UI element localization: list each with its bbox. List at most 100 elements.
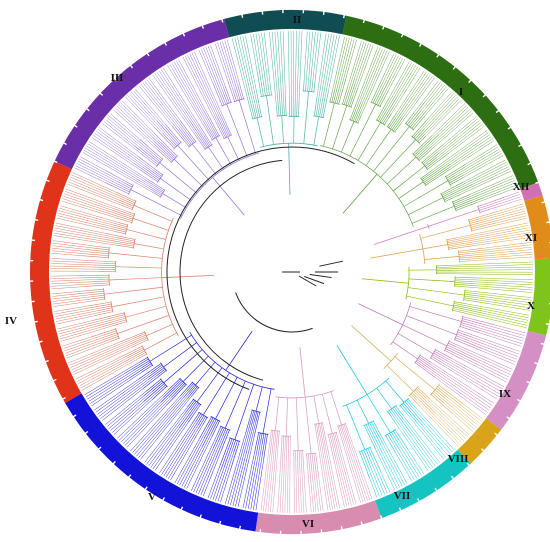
ring-tick (201, 25, 205, 29)
clade-band-VIII (457, 418, 502, 464)
clade-band-XII (520, 182, 543, 201)
ring-tick (450, 475, 455, 480)
clade-branches-VII (336, 345, 455, 498)
ring-tick (52, 378, 57, 382)
ring-tick (114, 77, 118, 82)
ring-tick (218, 520, 222, 525)
backbone-stub (304, 275, 325, 285)
clade-branches-V (84, 330, 275, 511)
ring-tick (540, 342, 545, 346)
ring-tick (129, 64, 134, 69)
ring-tick (482, 94, 487, 98)
ring-tick (507, 126, 512, 130)
ring-tick (45, 179, 50, 182)
clade-label-IX: IX (499, 388, 511, 400)
backbone-arc-outer (166, 146, 355, 390)
clade-band-X (527, 258, 550, 336)
clade-branches-III (74, 39, 260, 219)
ring-tick (38, 340, 43, 343)
ring-tick (360, 521, 363, 526)
clade-branches-VI (260, 347, 373, 513)
ring-tick (480, 448, 485, 452)
clade-branches-VIII (351, 325, 484, 447)
ring-tick (416, 498, 420, 502)
ring-tick (418, 43, 422, 47)
ring-tick (382, 25, 385, 30)
ring-tick (72, 414, 77, 418)
tree-branches (51, 31, 534, 513)
ring-tick (535, 181, 539, 185)
clade-label-II: II (293, 14, 302, 26)
clade-band-III (54, 18, 230, 170)
ring-tick (45, 359, 49, 363)
backbone-arc-mid (179, 159, 283, 381)
ring-tick (434, 487, 438, 492)
ring-tick (541, 201, 546, 204)
backbone-arc-inner (235, 292, 313, 333)
ring-tick (84, 430, 89, 435)
ring-tick (221, 18, 224, 23)
ring-tick (546, 221, 550, 224)
clade-band-I (342, 15, 539, 189)
ring-tick (494, 432, 498, 436)
ring-tick (164, 42, 168, 46)
ring-tick (398, 507, 402, 512)
ring-tick (112, 460, 116, 465)
clade-label-XI: XI (525, 232, 537, 244)
clade-label-I: I (459, 86, 463, 98)
clade-branches-X (361, 261, 534, 329)
ring-tick (97, 446, 102, 450)
ring-tick (238, 525, 242, 530)
clade-label-XII: XII (513, 181, 530, 193)
clade-band-II (224, 10, 347, 38)
clade-branches-IV (51, 172, 214, 391)
ring-tick (146, 52, 150, 57)
ring-tick (466, 462, 470, 467)
clade-band-IV (29, 161, 82, 403)
ring-tick (73, 124, 78, 128)
clade-band-IX (486, 330, 547, 430)
ring-tick (34, 320, 38, 323)
clade-label-V: V (148, 491, 156, 503)
clade-branches-XI (370, 203, 533, 264)
ring-tick (34, 218, 39, 222)
ring-tick (199, 514, 202, 519)
ring-tick (86, 108, 90, 112)
ring-tick (162, 497, 166, 501)
ring-tick (99, 92, 104, 96)
ring-tick (63, 142, 67, 146)
clade-label-VIII: VIII (448, 453, 469, 465)
clade-branches-XII (373, 191, 522, 246)
ring-tick (517, 398, 521, 402)
backbone-stub (309, 274, 332, 279)
ring-tick (144, 486, 148, 491)
ring-tick (53, 160, 58, 164)
ring-tick (62, 396, 66, 400)
ring-tick (342, 14, 346, 19)
clade-label-VI: VI (302, 518, 314, 530)
clade-band-XI (524, 195, 550, 260)
ring-tick (180, 506, 184, 511)
ring-tick (534, 362, 539, 365)
ring-tick (400, 33, 404, 38)
tree-trunk (166, 146, 355, 390)
ring-tick (436, 53, 440, 58)
clade-label-VII: VII (394, 490, 411, 502)
clade-ring (29, 9, 550, 535)
ring-tick (241, 14, 244, 18)
ring-tick (128, 474, 132, 478)
backbone-stub (298, 275, 317, 287)
ring-tick (340, 526, 343, 530)
backbone-stub (319, 260, 343, 267)
ring-tick (495, 109, 500, 114)
ring-tick (545, 322, 550, 326)
clade-branches-I (319, 36, 518, 227)
clade-branches-II (231, 31, 340, 195)
ring-tick (379, 515, 383, 519)
ring-tick (39, 198, 44, 202)
clade-label-IV: IV (5, 315, 17, 327)
clade-band-VI (255, 500, 382, 534)
clade-branches-IX (358, 302, 526, 416)
clade-labels: I II III IV V VI VII VIII IX X XI XII (5, 14, 537, 530)
